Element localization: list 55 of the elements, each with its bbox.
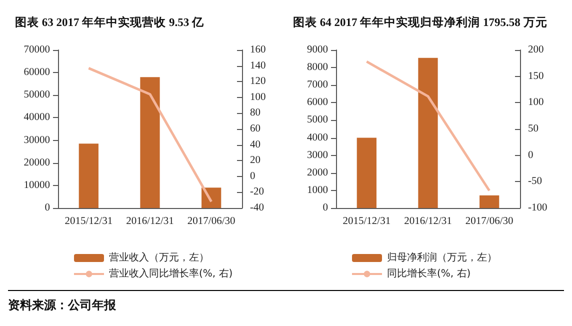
x-tick-label: 2015/12/31	[64, 216, 113, 227]
y2-tick-label: 60	[250, 124, 260, 134]
y2-tick-label: 150	[528, 70, 544, 82]
text: 资料来源：公司年报	[8, 297, 117, 314]
y2-tick-label: -100	[528, 202, 548, 214]
y-tick-label: 3000	[307, 150, 328, 161]
y-tick-label: 60000	[24, 67, 50, 78]
y-tick-label: 4000	[307, 132, 328, 144]
y2-tick-label: 100	[528, 97, 544, 108]
bar	[480, 195, 500, 208]
bar	[202, 188, 222, 208]
y-tick-label: 30000	[24, 134, 50, 146]
y2-tick-label: 140	[250, 60, 266, 72]
y-tick-label: 5000	[307, 114, 328, 126]
y2-tick-label: -20	[250, 186, 264, 198]
x-tick-label: 2017/06/30	[187, 216, 236, 227]
legend-label: 营业收入（万元，左）	[109, 252, 209, 264]
y2-tick-label: 20	[250, 155, 260, 166]
x-tick-label: 2017/06/30	[465, 216, 514, 227]
y-tick-label: 40000	[24, 112, 50, 124]
y2-tick-label: -40	[250, 202, 264, 214]
y2-tick-label: 120	[250, 76, 266, 88]
legend-label: 营业收入同比增长率(%, 右)	[109, 268, 233, 280]
x-tick-label: 2015/12/31	[342, 216, 391, 227]
chart-title: 图表 64 2017 年年中实现归母净利润 1795.58 万元	[293, 15, 548, 29]
x-tick-label: 2016/12/31	[404, 216, 452, 227]
bar	[140, 77, 160, 208]
bar	[418, 58, 438, 208]
y-tick-label: 0	[322, 202, 328, 214]
y2-tick-label: 0	[528, 150, 534, 161]
y-tick-label: 2000	[307, 167, 328, 178]
chart-title: 图表 63 2017 年年中实现营收 9.53 亿	[15, 15, 205, 29]
legend-label: 同比增长率(%, 右)	[387, 268, 471, 280]
y2-tick-label: 160	[250, 44, 266, 56]
y2-tick-label: 0	[250, 170, 256, 182]
bar	[356, 138, 376, 208]
y-tick-label: 20000	[24, 157, 50, 168]
y2-tick-label: 50	[528, 124, 538, 134]
y-tick-label: 10000	[24, 180, 50, 191]
y2-tick-label: 80	[250, 108, 260, 119]
y-tick-label: 8000	[307, 62, 328, 74]
y-tick-label: 7000	[307, 80, 328, 91]
y2-tick-label: 200	[528, 44, 544, 56]
y-tick-label: 1000	[307, 184, 328, 196]
y-tick-label: 9000	[307, 44, 328, 56]
y2-tick-label: 100	[250, 92, 266, 103]
legend-label: 归母净利润（万元，左）	[387, 252, 497, 264]
y-tick-label: 6000	[307, 97, 328, 108]
x-tick-label: 2016/12/31	[126, 216, 174, 227]
y-tick-label: 0	[44, 202, 50, 214]
y2-tick-label: -50	[528, 176, 542, 188]
y-tick-label: 50000	[24, 90, 50, 101]
y-tick-label: 70000	[24, 44, 50, 56]
bar	[78, 144, 98, 208]
y2-tick-label: 40	[250, 139, 260, 150]
